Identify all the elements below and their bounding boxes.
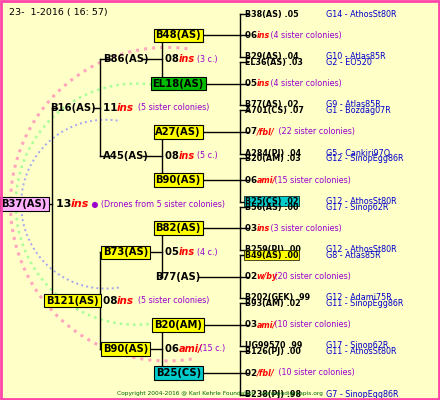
- Text: B121(AS): B121(AS): [46, 296, 99, 306]
- Text: B202(GEK) .99: B202(GEK) .99: [245, 293, 310, 302]
- Text: EL18(AS): EL18(AS): [153, 78, 204, 88]
- Text: ins: ins: [179, 151, 195, 161]
- Text: G12 - AthosSt80R: G12 - AthosSt80R: [326, 245, 396, 254]
- Text: 06: 06: [245, 31, 260, 40]
- Text: B93(AM) .02: B93(AM) .02: [245, 299, 301, 308]
- Text: ins: ins: [117, 103, 133, 113]
- Text: G11 - SinopEgg86R: G11 - SinopEgg86R: [326, 299, 403, 308]
- Text: (3 sister colonies): (3 sister colonies): [268, 224, 342, 233]
- Text: (4 sister colonies): (4 sister colonies): [268, 79, 342, 88]
- Text: (15 sister colonies): (15 sister colonies): [272, 176, 352, 184]
- Text: B37(AS): B37(AS): [2, 199, 47, 209]
- Text: (15 c.): (15 c.): [197, 344, 225, 353]
- Text: G10 - Atlas85R: G10 - Atlas85R: [326, 52, 385, 61]
- Text: B259(PJ) .00: B259(PJ) .00: [245, 245, 301, 254]
- Text: (4 c.): (4 c.): [193, 248, 218, 257]
- Text: B82(AS): B82(AS): [155, 223, 201, 233]
- Text: B20(AM) .03: B20(AM) .03: [245, 154, 301, 163]
- Text: B25(CS): B25(CS): [156, 368, 201, 378]
- Text: B20(AM): B20(AM): [154, 320, 202, 330]
- Text: w/by: w/by: [257, 272, 278, 281]
- Text: B77(AS): B77(AS): [156, 272, 201, 282]
- Text: 03: 03: [245, 224, 260, 233]
- Text: B238(PJ) .98: B238(PJ) .98: [245, 390, 301, 399]
- Text: ami/: ami/: [257, 320, 276, 329]
- Text: (5 sister colonies): (5 sister colonies): [133, 103, 210, 112]
- Text: B126(PJ) .00: B126(PJ) .00: [245, 347, 301, 356]
- Text: A45(AS): A45(AS): [103, 151, 148, 161]
- Text: 03: 03: [245, 320, 260, 329]
- Text: ins: ins: [257, 224, 270, 233]
- Text: B48(AS): B48(AS): [155, 30, 201, 40]
- Text: B90(AS): B90(AS): [103, 344, 148, 354]
- Text: G7 - SinopEgg86R: G7 - SinopEgg86R: [326, 390, 398, 399]
- Text: (20 sister colonies): (20 sister colonies): [272, 272, 352, 281]
- Text: G1 - Bozdag07R: G1 - Bozdag07R: [326, 106, 390, 115]
- Text: B86(AS): B86(AS): [103, 54, 148, 64]
- Text: (5 c.): (5 c.): [193, 152, 218, 160]
- Text: (3 c.): (3 c.): [193, 55, 218, 64]
- Text: B56(AS) .00: B56(AS) .00: [245, 202, 299, 212]
- Text: G8 - Atlas85R: G8 - Atlas85R: [326, 251, 380, 260]
- Text: 08: 08: [165, 151, 182, 161]
- Text: ins: ins: [179, 54, 195, 64]
- Text: A701(CS) .07: A701(CS) .07: [245, 106, 304, 115]
- Text: UG99570 .99: UG99570 .99: [245, 342, 302, 350]
- Text: 05: 05: [165, 247, 182, 258]
- Text: 08: 08: [165, 54, 182, 64]
- Text: ins: ins: [70, 199, 89, 209]
- Text: 11: 11: [103, 103, 121, 113]
- Text: B77(AS) .02: B77(AS) .02: [245, 100, 299, 109]
- Text: G9 - Atlas85R: G9 - Atlas85R: [326, 100, 380, 109]
- Text: 23-  1-2016 ( 16: 57): 23- 1-2016 ( 16: 57): [9, 8, 107, 17]
- Text: ami/: ami/: [257, 176, 276, 184]
- Text: B90(AS): B90(AS): [156, 175, 201, 185]
- Text: G12 - AthosSt80R: G12 - AthosSt80R: [326, 197, 396, 206]
- Text: (10 sister colonies): (10 sister colonies): [272, 320, 351, 329]
- Text: G5 - Cankiri97Q: G5 - Cankiri97Q: [326, 148, 390, 158]
- Text: 07: 07: [245, 127, 260, 136]
- Text: G11 - AthosSt80R: G11 - AthosSt80R: [326, 347, 396, 356]
- Text: G14 - AthosSt80R: G14 - AthosSt80R: [326, 10, 396, 18]
- Text: A27(AS): A27(AS): [155, 127, 201, 137]
- Text: /fbl/: /fbl/: [257, 127, 274, 136]
- Text: ins: ins: [179, 247, 195, 258]
- Text: B49(AS) .00: B49(AS) .00: [245, 251, 299, 260]
- Text: 06: 06: [245, 176, 260, 184]
- Text: G2 - EO520: G2 - EO520: [326, 58, 371, 67]
- Text: 05: 05: [245, 79, 260, 88]
- Text: EL36(AS) .03: EL36(AS) .03: [245, 58, 303, 67]
- Text: (4 sister colonies): (4 sister colonies): [268, 31, 342, 40]
- Text: (22 sister colonies): (22 sister colonies): [276, 127, 356, 136]
- Text: (5 sister colonies): (5 sister colonies): [133, 296, 210, 305]
- Text: Copyright 2004-2016 @ Karl Kehrle Foundation   www.pedigreapis.org: Copyright 2004-2016 @ Karl Kehrle Founda…: [117, 391, 323, 396]
- Text: ● (Drones from 5 sister colonies): ● (Drones from 5 sister colonies): [89, 200, 225, 209]
- Text: G17 - Sinop62R: G17 - Sinop62R: [326, 202, 388, 212]
- Text: (10 sister colonies): (10 sister colonies): [276, 368, 355, 378]
- Text: B25(CS) .02: B25(CS) .02: [245, 197, 299, 206]
- Text: ami/: ami/: [179, 344, 203, 354]
- Text: B16(AS): B16(AS): [50, 103, 95, 113]
- Text: ins: ins: [117, 296, 133, 306]
- Text: /fbl/: /fbl/: [257, 368, 274, 378]
- Text: B29(AS) .04: B29(AS) .04: [245, 52, 299, 61]
- Text: 02: 02: [245, 368, 260, 378]
- Text: ins: ins: [257, 79, 270, 88]
- Text: A284(PJ) .04: A284(PJ) .04: [245, 148, 301, 158]
- Text: 08: 08: [103, 296, 121, 306]
- Text: 13: 13: [56, 199, 76, 209]
- Text: G12 - SinopEgg86R: G12 - SinopEgg86R: [326, 154, 403, 163]
- Text: ins: ins: [257, 31, 270, 40]
- Text: B38(AS) .05: B38(AS) .05: [245, 10, 299, 18]
- Text: 02: 02: [245, 272, 260, 281]
- Text: 06: 06: [165, 344, 182, 354]
- Text: G17 - Sinop62R: G17 - Sinop62R: [326, 342, 388, 350]
- Text: B73(AS): B73(AS): [103, 247, 148, 258]
- Text: G12 - Adami75R: G12 - Adami75R: [326, 293, 391, 302]
